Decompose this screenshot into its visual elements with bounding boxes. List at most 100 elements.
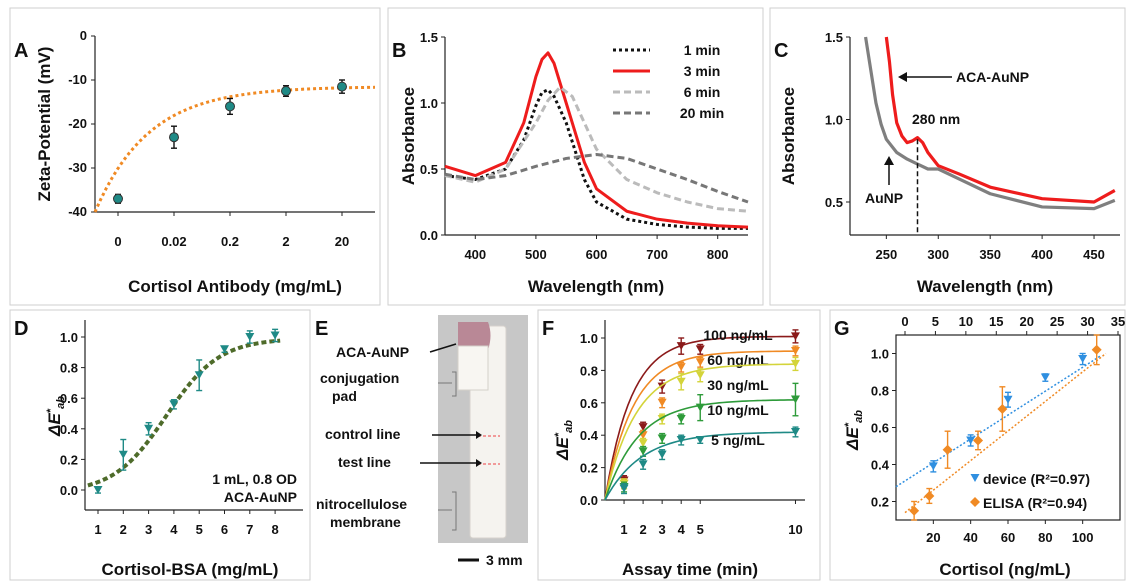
b-legend-label: 1 min — [684, 42, 721, 58]
g-elisa-fit — [904, 352, 1107, 514]
g-y-tick-label: 1.0 — [871, 347, 889, 362]
a-x-tick-label: 0 — [114, 234, 121, 249]
g-x-tick-label: 20 — [926, 530, 940, 545]
b-x-tick-label: 700 — [646, 247, 668, 262]
g-top-x-tick-label: 15 — [989, 314, 1003, 329]
g-legend-device-label: device (R²=0.97) — [983, 471, 1090, 487]
panel-label-a: A — [14, 40, 28, 62]
conjugate-pad-color — [458, 322, 491, 350]
strip-label-conjugation: conjugation — [320, 370, 399, 386]
d-x-tick-label: 8 — [271, 522, 278, 537]
f-data-point — [657, 450, 667, 459]
f-y-tick-label: 0.8 — [580, 363, 598, 378]
c-y-tick-label: 0.5 — [825, 195, 843, 210]
f-data-point — [638, 460, 648, 469]
d-data-point — [169, 400, 179, 409]
g-top-x-tick-label: 25 — [1050, 314, 1064, 329]
panel-e-labels: ACA-AuNP conjugation pad control line te… — [316, 343, 482, 531]
d-fit-curve — [87, 338, 281, 488]
f-series-label: 10 ng/mL — [707, 402, 769, 418]
f-series-label: 100 ng/mL — [703, 327, 773, 343]
d-y-axis-label: ΔE*ab — [45, 396, 67, 437]
b-y-tick-label: 0.5 — [420, 162, 438, 177]
g-elisa-point — [942, 444, 953, 455]
a-y-tick-label: 0 — [80, 28, 87, 43]
f-x-tick-label: 1 — [620, 522, 627, 537]
f-fit-curve — [604, 350, 796, 501]
c-aunp-label: AuNP — [865, 190, 903, 206]
g-device-point — [928, 462, 938, 471]
f-data-point — [790, 332, 800, 341]
d-data-point — [118, 450, 128, 459]
strip-label-test-line: test line — [338, 454, 391, 470]
panel-e-strip-photo: 3 mm — [438, 315, 528, 568]
g-elisa-point — [1091, 344, 1102, 355]
g-elisa-point — [973, 435, 984, 446]
panel-a-frame — [9, 7, 381, 306]
a-x-axis-label: Cortisol Antibody (mg/mL) — [128, 277, 342, 296]
g-x-axis-label: Cortisol (ng/mL) — [939, 560, 1070, 579]
b-series-line — [444, 51, 749, 229]
g-top-x-tick-label: 10 — [959, 314, 973, 329]
chart-f: 0.0 0.2 0.4 0.6 0.8 1.0 1 2 3 4 5 10 100 ng/mL 60 ng/… — [553, 320, 805, 579]
panel-label-d: D — [14, 318, 28, 340]
f-y-tick-label: 0.6 — [580, 396, 598, 411]
b-x-tick-label: 600 — [586, 247, 608, 262]
b-x-tick-label: 800 — [707, 247, 729, 262]
chart-g: 0.2 0.4 0.6 0.8 1.0 20 40 60 80 100 0 5 10 15 20 25 30 35… — [843, 314, 1125, 579]
f-series-label: 60 ng/mL — [707, 352, 769, 368]
f-x-tick-label: 4 — [678, 522, 686, 537]
a-data-point — [281, 86, 291, 96]
g-top-x-tick-label: 35 — [1111, 314, 1125, 329]
c-y-axis-label: Absorbance — [779, 87, 798, 185]
b-x-tick-label: 400 — [464, 247, 486, 262]
d-data-point — [144, 424, 154, 433]
g-device-point — [966, 436, 976, 445]
f-series-label: 30 ng/mL — [707, 377, 769, 393]
f-data-point — [790, 395, 800, 404]
a-data-point — [337, 81, 347, 92]
a-y-tick-label: -40 — [68, 204, 87, 219]
c-x-tick-label: 300 — [927, 247, 949, 262]
f-data-point — [695, 371, 705, 380]
f-y-tick-label: 0.4 — [580, 428, 599, 443]
panel-c-frame — [769, 7, 1126, 306]
f-y-tick-label: 0.2 — [580, 461, 598, 476]
g-device-point — [1003, 395, 1013, 404]
aca-pointer — [429, 343, 457, 353]
d-y-tick-label: 0.8 — [60, 361, 78, 376]
scale-bar-label: 3 mm — [486, 552, 523, 568]
f-data-point — [676, 342, 686, 351]
chart-d: 0.0 0.2 0.4 0.6 0.8 1.0 1 2 3 4 5 6 7 8 1 mL, 0.8 OD AC… — [45, 320, 303, 579]
d-x-tick-label: 2 — [120, 522, 127, 537]
g-top-x-tick-label: 5 — [932, 314, 939, 329]
d-x-tick-label: 6 — [221, 522, 228, 537]
f-data-point — [638, 423, 648, 432]
c-x-tick-label: 400 — [1031, 247, 1053, 262]
c-aunp-arrowhead — [884, 156, 894, 165]
c-x-tick-label: 250 — [875, 247, 897, 262]
b-y-axis-label: Absorbance — [399, 87, 418, 185]
d-x-tick-label: 7 — [246, 522, 253, 537]
c-x-tick-label: 350 — [979, 247, 1001, 262]
g-x-tick-label: 60 — [1001, 530, 1015, 545]
d-x-tick-label: 1 — [94, 522, 101, 537]
chart-b: 0.0 0.5 1.0 1.5 400 500 600 700 800 1 min 3 min 6 m… — [399, 30, 749, 296]
f-y-axis-label: ΔE*ab — [553, 420, 575, 461]
g-elisa-point — [924, 490, 935, 501]
a-y-tick-label: -20 — [68, 116, 87, 131]
d-y-tick-label: 0.2 — [60, 452, 78, 467]
d-x-tick-label: 5 — [196, 522, 203, 537]
f-data-point — [657, 434, 667, 443]
b-legend-label: 20 min — [680, 105, 724, 121]
b-x-tick-label: 500 — [525, 247, 547, 262]
f-data-point — [676, 415, 686, 423]
f-data-point — [695, 403, 705, 412]
d-annotation-line1: 1 mL, 0.8 OD — [212, 471, 297, 487]
panel-d-frame — [9, 309, 311, 581]
b-x-axis-label: Wavelength (nm) — [528, 277, 664, 296]
g-x-tick-label: 100 — [1072, 530, 1094, 545]
f-data-point — [638, 447, 648, 456]
d-y-tick-label: 0.6 — [60, 391, 78, 406]
f-data-point — [619, 484, 629, 493]
